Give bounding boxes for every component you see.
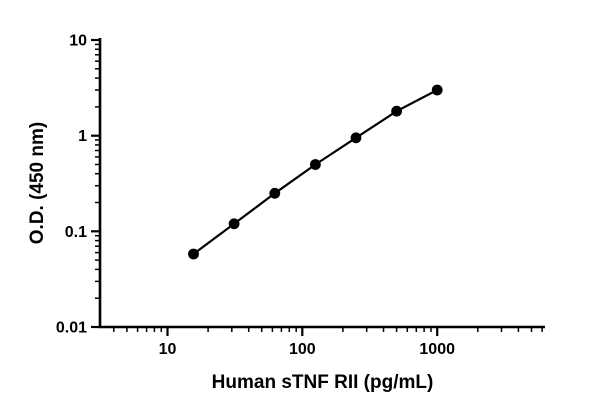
data-point-marker (391, 105, 402, 117)
x-tick-label: 1000 (419, 341, 455, 358)
data-point-marker (228, 218, 240, 230)
y-axis-label: O.D. (450 nm) (27, 121, 48, 245)
y-tick-label: 0.01 (56, 320, 87, 337)
data-point-marker (350, 132, 362, 144)
axes (98, 38, 545, 329)
y-tick-label: 1 (78, 128, 87, 145)
data-point-marker (431, 84, 443, 96)
data-point-marker (188, 248, 199, 260)
x-tick-label: 10 (159, 341, 177, 358)
x-tick-label: 100 (289, 341, 316, 358)
data-point-marker (269, 187, 281, 199)
x-axis-label: Human sTNF RII (pg/mL) (211, 372, 434, 393)
y-tick-label: 0.1 (65, 224, 87, 241)
y-tick-label: 10 (69, 33, 87, 50)
data-point-marker (310, 159, 321, 170)
